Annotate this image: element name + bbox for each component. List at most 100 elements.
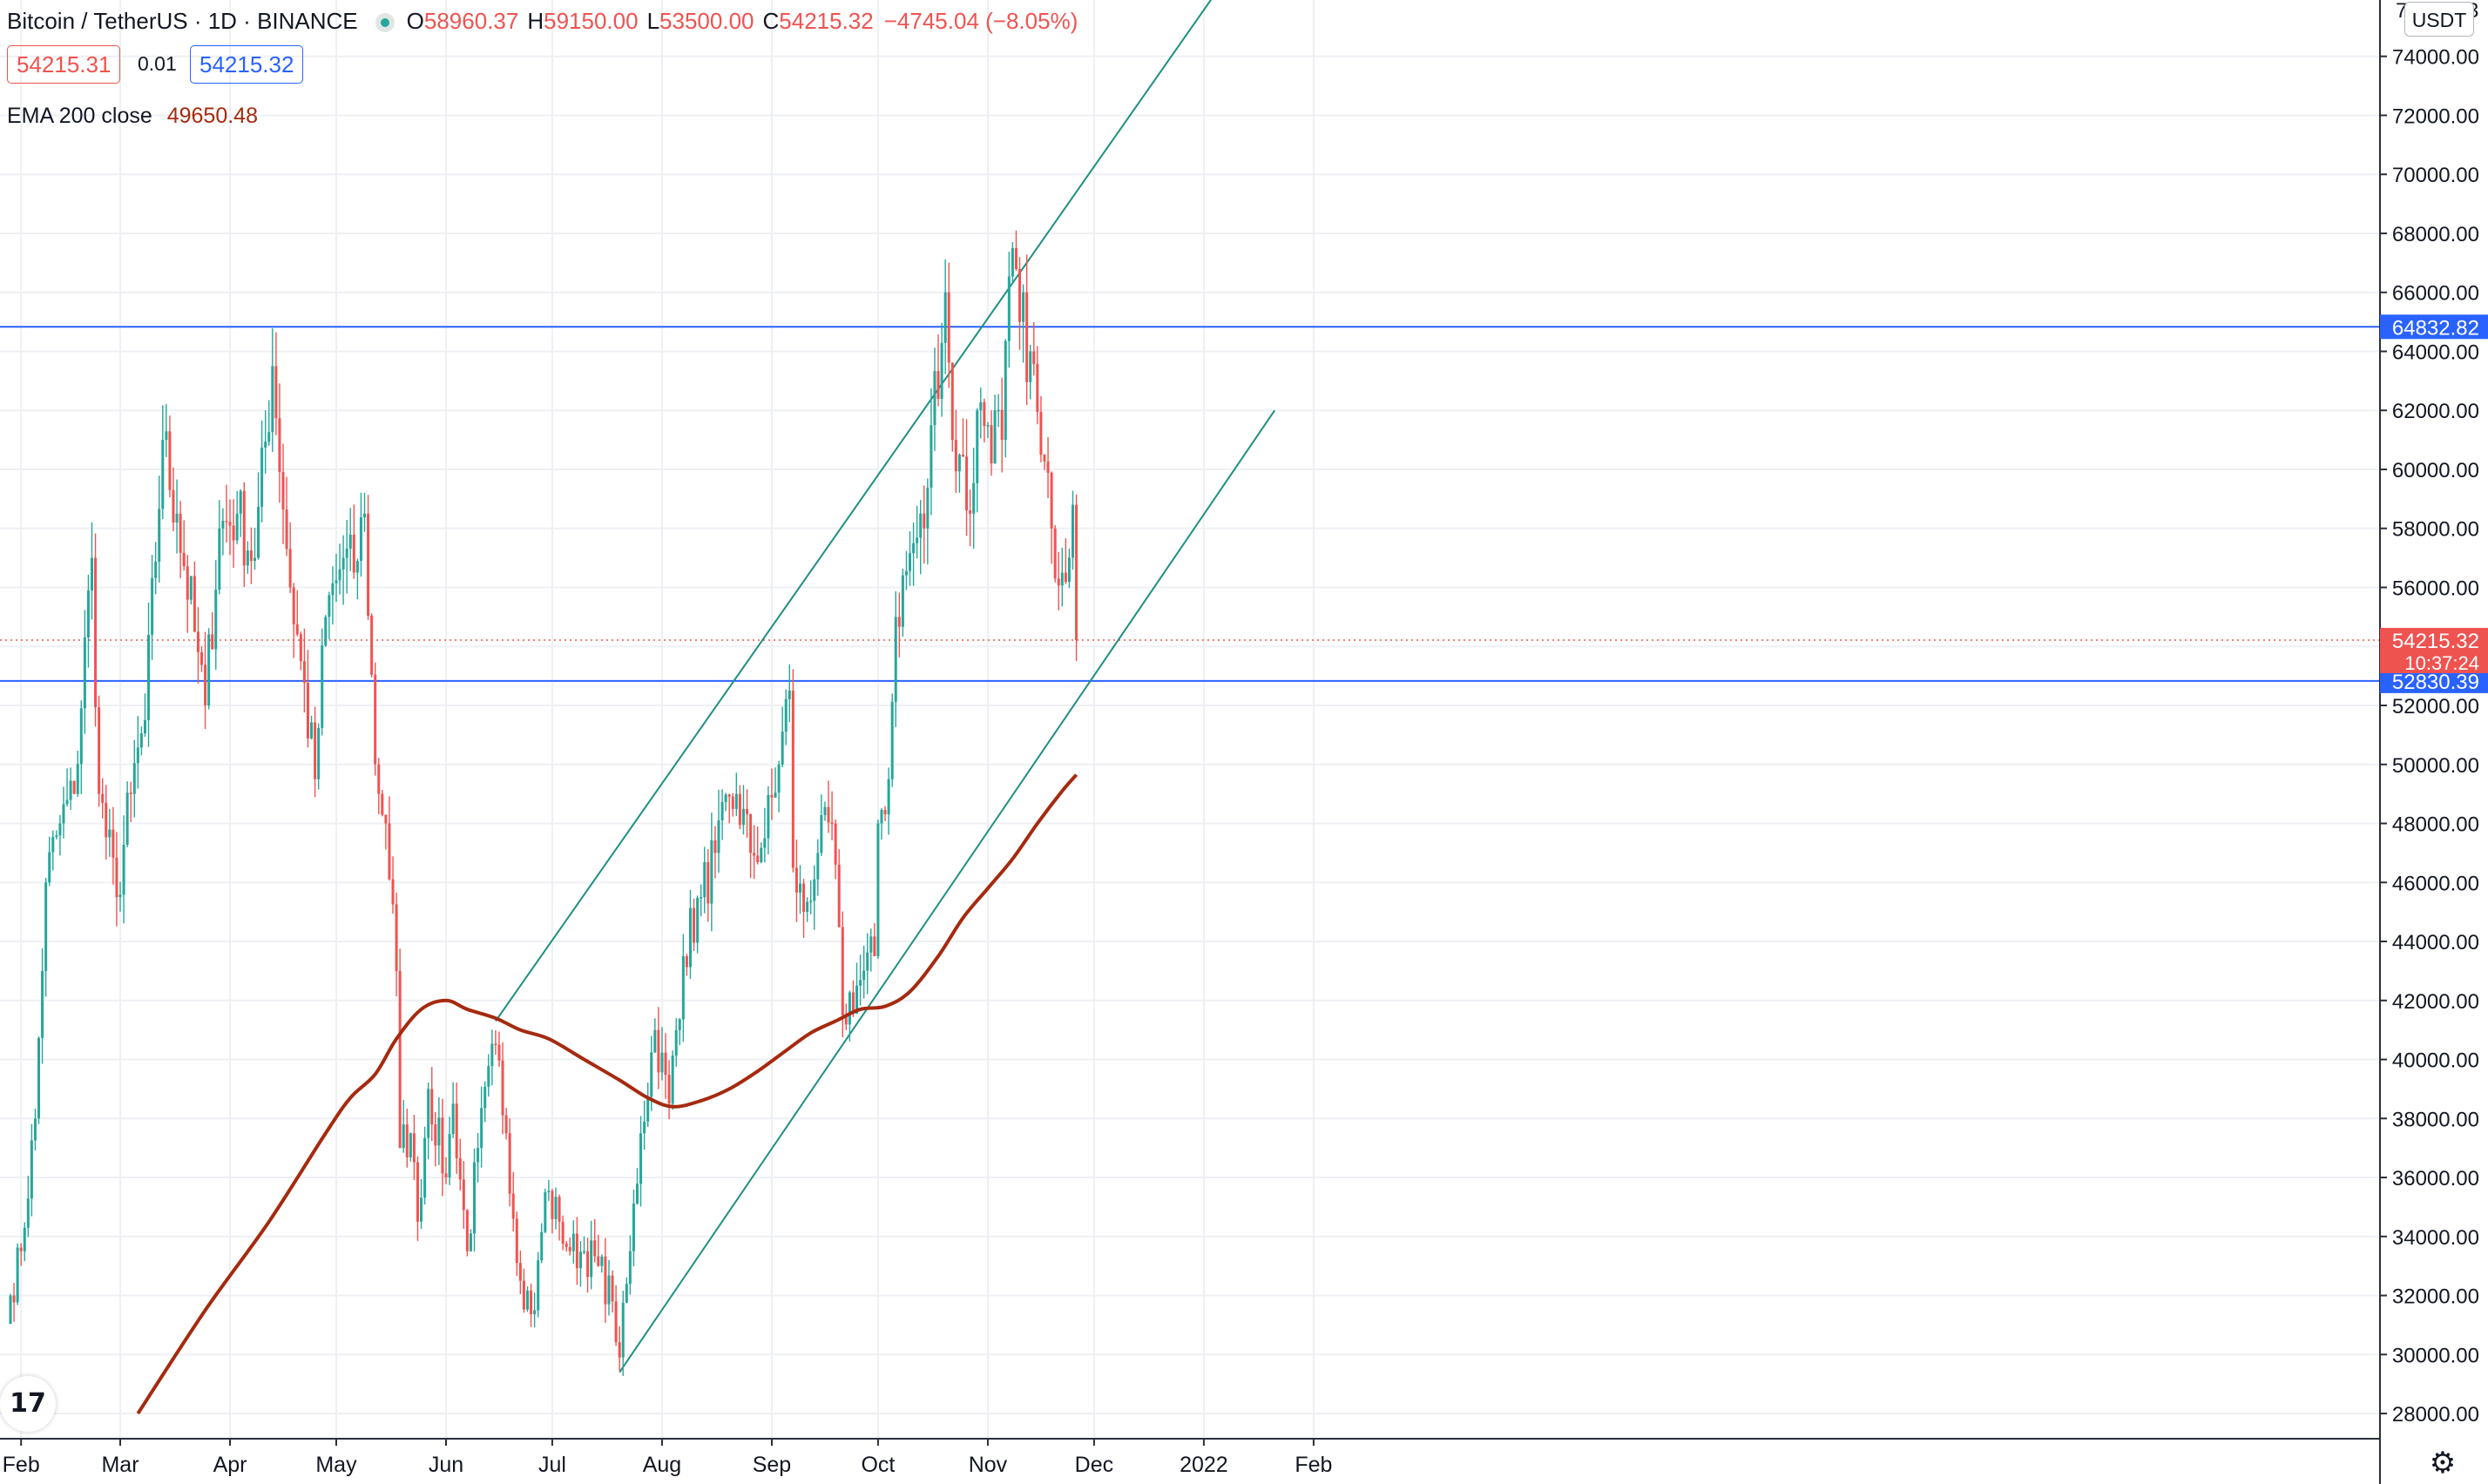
- candle-body: [249, 550, 253, 562]
- level-price-label: 64832.82: [2392, 316, 2479, 340]
- y-tick-label: 58000.00: [2392, 518, 2479, 542]
- candle-up: [621, 1291, 625, 1376]
- gear-icon[interactable]: ⚙: [2429, 1447, 2457, 1480]
- candle-up: [48, 836, 51, 887]
- candle-body: [310, 722, 314, 739]
- candle-body: [182, 552, 186, 567]
- currency-button[interactable]: USDT: [2404, 2, 2474, 37]
- trendlines[interactable]: [495, 0, 1276, 1373]
- candle-body: [901, 575, 904, 627]
- candle-body: [122, 844, 125, 895]
- candle-up: [427, 1083, 430, 1160]
- candle-up: [86, 574, 90, 668]
- candle-up: [976, 408, 979, 513]
- chart-grid: [0, 0, 2380, 1439]
- candle-down: [746, 789, 749, 838]
- candle-up: [41, 948, 44, 1064]
- candle-up: [23, 1222, 26, 1262]
- horizontal-levels[interactable]: [0, 326, 2380, 682]
- candle-up: [823, 801, 827, 821]
- candle-body: [990, 425, 993, 464]
- low-value: 53500.00: [659, 8, 754, 34]
- candle-body: [338, 569, 341, 581]
- candle-body: [756, 855, 760, 863]
- candle-body: [242, 490, 246, 566]
- candle-body: [639, 1133, 643, 1184]
- candle-body: [384, 814, 388, 824]
- candle-body: [83, 637, 86, 709]
- candle-body: [172, 489, 175, 523]
- ema-legend[interactable]: EMA 200 close 49650.48: [7, 98, 258, 133]
- candle-body: [688, 907, 692, 968]
- candle-down: [508, 1118, 511, 1207]
- candle-body: [940, 342, 943, 400]
- candle-up: [348, 508, 352, 571]
- candle-body: [943, 292, 947, 343]
- candle-body: [660, 1052, 664, 1073]
- candle-up: [151, 555, 154, 660]
- candle-up: [862, 946, 866, 999]
- candle-body: [965, 456, 969, 511]
- candle-body: [264, 442, 267, 448]
- candle-up: [317, 723, 321, 790]
- tradingview-logo-icon[interactable]: 17: [0, 1376, 56, 1432]
- candle-up: [448, 1116, 451, 1185]
- candle-down: [288, 522, 292, 593]
- candle-up: [1022, 284, 1025, 363]
- candle-up: [600, 1254, 604, 1273]
- candle-up: [136, 716, 139, 789]
- candle-down: [285, 476, 288, 556]
- candle-body: [427, 1089, 430, 1138]
- candle-body: [90, 557, 93, 591]
- candle-down: [657, 1007, 660, 1089]
- candle-up: [957, 453, 961, 493]
- candle-down: [1064, 537, 1067, 584]
- candlestick-series: [9, 230, 1078, 1376]
- candle-down: [388, 796, 391, 881]
- candle-body: [636, 1184, 639, 1204]
- candle-body: [405, 1124, 409, 1158]
- candle-up: [972, 448, 976, 549]
- candle-up: [710, 813, 713, 932]
- candle-body: [132, 763, 136, 794]
- candle-up: [260, 420, 264, 523]
- candle-up: [681, 934, 685, 1042]
- candle-body: [802, 883, 806, 913]
- candle-down: [494, 1029, 497, 1056]
- candle-body: [239, 490, 242, 514]
- candle-down: [1050, 471, 1053, 564]
- candle-body: [986, 425, 990, 427]
- candle-body: [551, 1191, 554, 1219]
- market-status-icon: [375, 13, 395, 33]
- candle-up: [760, 842, 763, 864]
- candle-body: [607, 1275, 611, 1305]
- symbol-title[interactable]: Bitcoin / TetherUS · 1D · BINANCE: [7, 8, 358, 34]
- candle-up: [324, 615, 328, 647]
- sell-price-button[interactable]: 54215.31: [7, 45, 121, 84]
- candle-body: [703, 862, 707, 898]
- x-tick-label: Feb: [3, 1453, 40, 1477]
- buy-price-button[interactable]: 54215.32: [190, 45, 304, 84]
- candle-body: [434, 1124, 437, 1146]
- candle-down: [756, 826, 760, 865]
- candle-body: [175, 513, 179, 523]
- candle-body: [664, 1052, 667, 1076]
- candle-body: [983, 401, 986, 427]
- candle-body: [345, 548, 348, 558]
- candle-down: [883, 806, 887, 821]
- candle-down: [112, 806, 115, 885]
- candle-body: [806, 901, 809, 913]
- candle-up: [930, 388, 933, 516]
- candle-body: [473, 1162, 477, 1234]
- candle-body: [834, 823, 837, 865]
- x-tick-label: Jun: [429, 1453, 463, 1477]
- candle-body: [738, 793, 741, 826]
- candle-body: [1007, 276, 1011, 341]
- candle-body: [465, 1210, 469, 1251]
- candle-up: [1072, 490, 1074, 570]
- candle-up: [338, 543, 341, 595]
- candle-body: [235, 513, 239, 541]
- candle-body: [525, 1290, 529, 1310]
- candle-down: [179, 501, 182, 578]
